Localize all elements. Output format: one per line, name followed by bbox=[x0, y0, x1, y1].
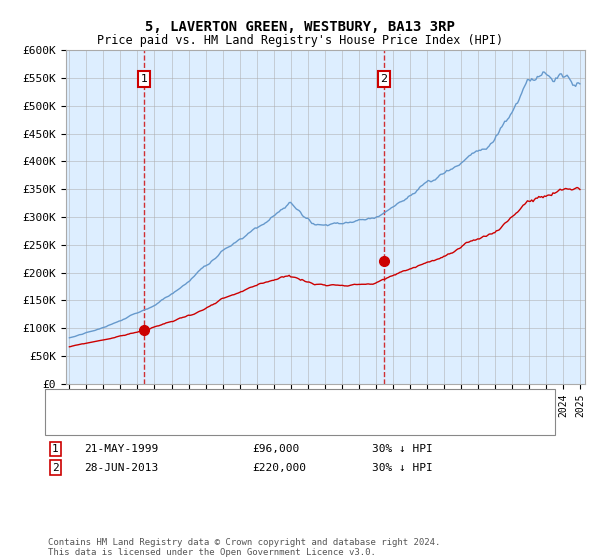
Text: 2: 2 bbox=[380, 74, 388, 84]
Text: 30% ↓ HPI: 30% ↓ HPI bbox=[372, 444, 433, 454]
Text: Price paid vs. HM Land Registry's House Price Index (HPI): Price paid vs. HM Land Registry's House … bbox=[97, 34, 503, 46]
Text: 21-MAY-1999: 21-MAY-1999 bbox=[84, 444, 158, 454]
Text: 2: 2 bbox=[52, 463, 59, 473]
Text: 5, LAVERTON GREEN, WESTBURY, BA13 3RP (detached house): 5, LAVERTON GREEN, WESTBURY, BA13 3RP (d… bbox=[105, 398, 443, 408]
Text: £220,000: £220,000 bbox=[252, 463, 306, 473]
Text: 28-JUN-2013: 28-JUN-2013 bbox=[84, 463, 158, 473]
Text: 1: 1 bbox=[140, 74, 148, 84]
Text: Contains HM Land Registry data © Crown copyright and database right 2024.
This d: Contains HM Land Registry data © Crown c… bbox=[48, 538, 440, 557]
Text: 5, LAVERTON GREEN, WESTBURY, BA13 3RP: 5, LAVERTON GREEN, WESTBURY, BA13 3RP bbox=[145, 20, 455, 34]
Text: £96,000: £96,000 bbox=[252, 444, 299, 454]
Text: HPI: Average price, detached house, Wiltshire: HPI: Average price, detached house, Wilt… bbox=[105, 416, 386, 426]
Text: 1: 1 bbox=[52, 444, 59, 454]
Text: 30% ↓ HPI: 30% ↓ HPI bbox=[372, 463, 433, 473]
